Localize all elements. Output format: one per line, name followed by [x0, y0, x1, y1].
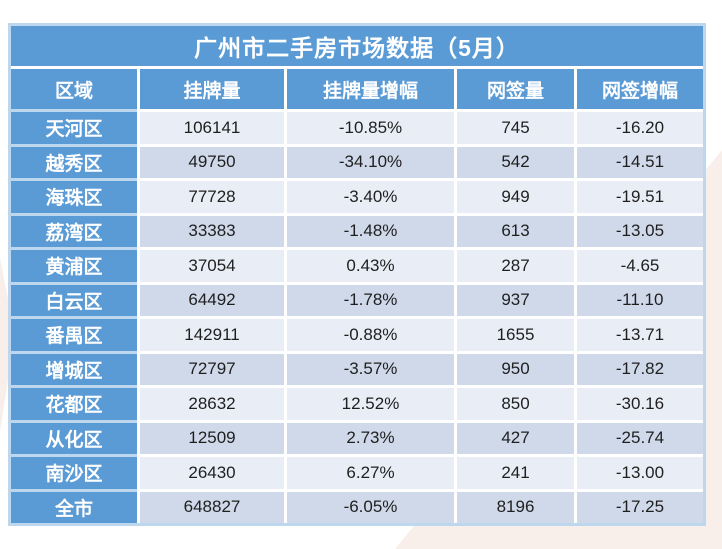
- table-row: 海珠区 77728 -3.40% 949 -19.51: [11, 181, 703, 213]
- first-column-border-strip: [11, 109, 137, 523]
- table-title: 广州市二手房市场数据（5月）: [11, 26, 703, 66]
- signings-cell: 937: [457, 284, 574, 316]
- signings-cell: 542: [457, 146, 574, 178]
- district-cell: 番禺区: [11, 319, 137, 351]
- listings-cell: 26430: [140, 457, 284, 489]
- listings-cell: 28632: [140, 388, 284, 420]
- signings-change-cell: -4.65: [577, 250, 703, 282]
- signings-change-cell: -14.51: [577, 146, 703, 178]
- signings-cell: 950: [457, 353, 574, 385]
- header-cell-listings: 挂牌量: [140, 69, 284, 109]
- listings-cell: 64492: [140, 284, 284, 316]
- signings-change-cell: -17.82: [577, 353, 703, 385]
- listings-cell: 33383: [140, 215, 284, 247]
- district-cell: 全市: [11, 491, 137, 523]
- listings-cell: 12509: [140, 422, 284, 454]
- district-cell: 白云区: [11, 284, 137, 316]
- signings-change-cell: -30.16: [577, 388, 703, 420]
- table-row: 越秀区 49750 -34.10% 542 -14.51: [11, 146, 703, 178]
- signings-cell: 850: [457, 388, 574, 420]
- table-header-row: 区域 挂牌量 挂牌量增幅 网签量 网签增幅: [11, 69, 703, 109]
- listings-change-cell: 2.73%: [287, 422, 454, 454]
- table-body: 天河区 106141 -10.85% 745 -16.20 越秀区 49750 …: [11, 112, 703, 523]
- signings-change-cell: -25.74: [577, 422, 703, 454]
- signings-cell: 241: [457, 457, 574, 489]
- signings-change-cell: -13.05: [577, 215, 703, 247]
- signings-cell: 1655: [457, 319, 574, 351]
- listings-cell: 648827: [140, 491, 284, 523]
- table-row: 花都区 28632 12.52% 850 -30.16: [11, 388, 703, 420]
- signings-change-cell: -19.51: [577, 181, 703, 213]
- data-table: 广州市二手房市场数据（5月） 区域 挂牌量 挂牌量增幅 网签量 网签增幅 天河区 106…: [8, 23, 706, 526]
- signings-change-cell: -13.00: [577, 457, 703, 489]
- listings-cell: 106141: [140, 112, 284, 144]
- district-cell: 黄浦区: [11, 250, 137, 282]
- listings-cell: 77728: [140, 181, 284, 213]
- signings-change-cell: -16.20: [577, 112, 703, 144]
- header-cell-district: 区域: [11, 69, 137, 109]
- table-row: 荔湾区 33383 -1.48% 613 -13.05: [11, 215, 703, 247]
- signings-change-cell: -11.10: [577, 284, 703, 316]
- table-row: 天河区 106141 -10.85% 745 -16.20: [11, 112, 703, 144]
- listings-change-cell: -3.40%: [287, 181, 454, 213]
- listings-cell: 49750: [140, 146, 284, 178]
- table-row: 南沙区 26430 6.27% 241 -13.00: [11, 457, 703, 489]
- header-cell-listings_change: 挂牌量增幅: [287, 69, 454, 109]
- signings-cell: 949: [457, 181, 574, 213]
- listings-cell: 37054: [140, 250, 284, 282]
- listings-cell: 72797: [140, 353, 284, 385]
- table-row: 全市 648827 -6.05% 8196 -17.25: [11, 491, 703, 523]
- table-row: 黄浦区 37054 0.43% 287 -4.65: [11, 250, 703, 282]
- district-cell: 天河区: [11, 112, 137, 144]
- district-cell: 南沙区: [11, 457, 137, 489]
- listings-change-cell: -34.10%: [287, 146, 454, 178]
- listings-change-cell: -6.05%: [287, 491, 454, 523]
- listings-change-cell: -1.78%: [287, 284, 454, 316]
- header-cell-signings_change: 网签增幅: [577, 69, 703, 109]
- header-cell-signings: 网签量: [457, 69, 574, 109]
- district-cell: 荔湾区: [11, 215, 137, 247]
- signings-cell: 8196: [457, 491, 574, 523]
- signings-cell: 287: [457, 250, 574, 282]
- table-row: 白云区 64492 -1.78% 937 -11.10: [11, 284, 703, 316]
- district-cell: 海珠区: [11, 181, 137, 213]
- listings-change-cell: 6.27%: [287, 457, 454, 489]
- signings-cell: 427: [457, 422, 574, 454]
- district-cell: 从化区: [11, 422, 137, 454]
- signings-cell: 613: [457, 215, 574, 247]
- table-row: 从化区 12509 2.73% 427 -25.74: [11, 422, 703, 454]
- signings-change-cell: -13.71: [577, 319, 703, 351]
- district-cell: 增城区: [11, 353, 137, 385]
- listings-cell: 142911: [140, 319, 284, 351]
- signings-change-cell: -17.25: [577, 491, 703, 523]
- table-row: 增城区 72797 -3.57% 950 -17.82: [11, 353, 703, 385]
- listings-change-cell: 0.43%: [287, 250, 454, 282]
- table-row: 番禺区 142911 -0.88% 1655 -13.71: [11, 319, 703, 351]
- listings-change-cell: -3.57%: [287, 353, 454, 385]
- signings-cell: 745: [457, 112, 574, 144]
- district-cell: 花都区: [11, 388, 137, 420]
- listings-change-cell: 12.52%: [287, 388, 454, 420]
- listings-change-cell: -10.85%: [287, 112, 454, 144]
- listings-change-cell: -0.88%: [287, 319, 454, 351]
- listings-change-cell: -1.48%: [287, 215, 454, 247]
- district-cell: 越秀区: [11, 146, 137, 178]
